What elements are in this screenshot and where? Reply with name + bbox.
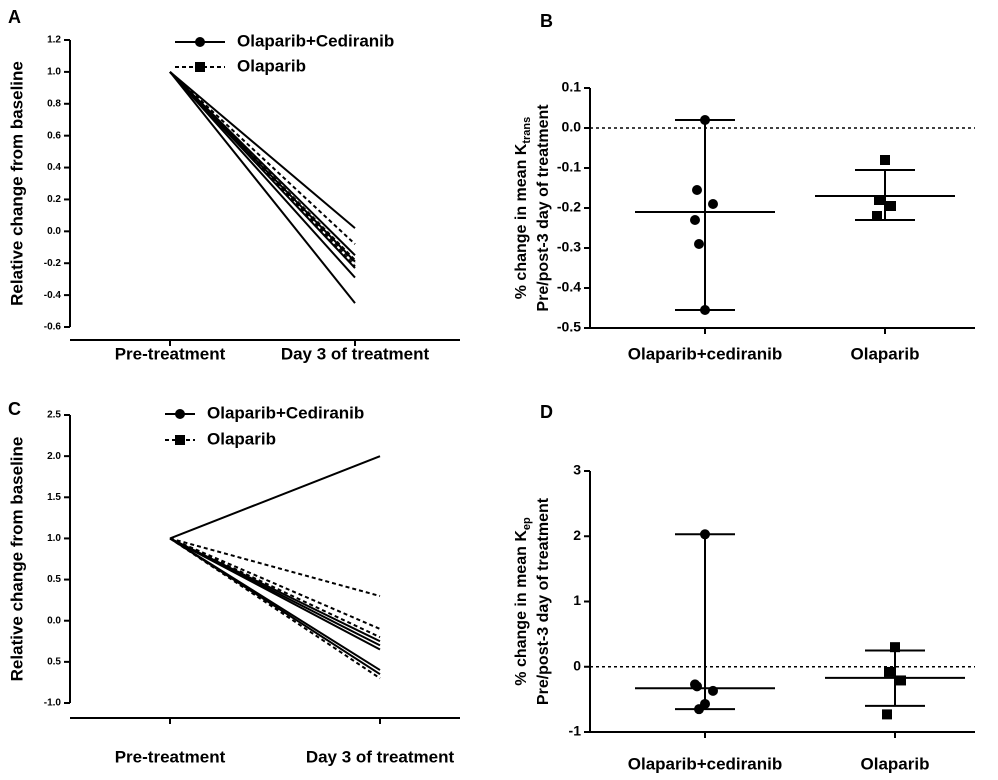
circle-marker [694, 239, 704, 249]
trend-line [169, 71, 356, 245]
square-marker [874, 195, 884, 205]
legend-label: Olaparib+Cediranib [237, 31, 394, 50]
square-marker [886, 201, 896, 211]
y-tick-label: -0.4 [44, 290, 62, 301]
y-tick-label: 1.0 [47, 533, 61, 544]
legend-label: Olaparib [207, 429, 276, 448]
circle-marker [690, 215, 700, 225]
circle-marker [195, 37, 205, 47]
y-axis-label-main: % change in mean K [513, 143, 530, 299]
trend-line [169, 537, 381, 680]
y-tick-label: -0.2 [557, 199, 581, 215]
y-tick-label: -0.3 [557, 239, 581, 255]
y-tick-label: 2 [573, 527, 581, 543]
panel-letter: C [8, 399, 21, 419]
y-tick-label: 1.2 [47, 35, 61, 46]
y-tick-label: 1.5 [47, 492, 61, 503]
circle-marker [708, 199, 718, 209]
y-tick-label: 2.0 [47, 451, 61, 462]
y-tick-label: 0.6 [47, 130, 61, 141]
y-tick-label: 0.5 [47, 574, 61, 585]
y-axis-label-sub: ep [521, 517, 533, 530]
panel-letter: B [540, 11, 553, 31]
trend-line [169, 537, 381, 651]
y-tick-label: -1 [569, 723, 582, 739]
x-tick-label: Olaparib [851, 344, 920, 363]
y-axis-label: % change in mean Ktrans [513, 117, 533, 300]
y-axis-label: Relative change from baseline [7, 437, 26, 682]
y-tick-label: -0.6 [44, 322, 62, 333]
y-tick-label: 0.4 [47, 162, 61, 173]
y-tick-label: -0.5 [557, 319, 581, 335]
y-axis-label: % change in mean Kep [513, 517, 533, 686]
x-tick-label: Olaparib+cediranib [628, 344, 782, 363]
y-tick-label: 0.0 [562, 119, 582, 135]
legend-label: Olaparib [237, 56, 306, 75]
y-tick-label: -0.4 [557, 279, 581, 295]
x-tick-label: Olaparib [861, 754, 930, 773]
square-marker [175, 435, 185, 445]
y-tick-label: -0.2 [44, 258, 62, 269]
y-tick-label: 0 [573, 657, 581, 673]
y-axis-label-sub: trans [521, 117, 533, 144]
y-tick-label: 1.0 [47, 67, 61, 78]
square-marker [896, 675, 906, 686]
circle-marker [690, 679, 700, 690]
y-tick-label: 0.8 [47, 98, 61, 109]
x-tick-label: Olaparib+cediranib [628, 754, 782, 773]
circle-marker [175, 409, 185, 419]
circle-marker [692, 185, 702, 195]
circle-marker [700, 115, 710, 125]
trend-line [169, 455, 381, 540]
panel-letter: D [540, 402, 553, 422]
x-tick-label: Pre-treatment [115, 344, 226, 363]
y-axis-label-line2: Pre/post-3 day of treatment [535, 104, 552, 312]
trend-line [169, 71, 356, 268]
trend-line [169, 71, 356, 229]
square-marker [890, 642, 900, 653]
panel-letter: A [8, 7, 21, 27]
y-axis-label: Relative change from baseline [7, 61, 26, 306]
y-tick-label: 0.0 [47, 226, 61, 237]
square-marker [872, 211, 882, 221]
circle-marker [700, 698, 710, 709]
x-tick-label: Pre-treatment [115, 747, 226, 766]
y-tick-label: 0.0 [47, 615, 61, 626]
x-tick-label: Day 3 of treatment [306, 747, 455, 766]
square-marker [880, 155, 890, 165]
y-tick-label: 0.5 [47, 656, 61, 667]
y-tick-label: 0.1 [562, 79, 582, 95]
legend-label: Olaparib+Cediranib [207, 403, 364, 422]
square-marker [195, 62, 205, 72]
y-axis-label-line2: Pre/post-3 day of treatment [535, 497, 552, 705]
square-marker [884, 666, 894, 677]
circle-marker [708, 685, 718, 696]
y-tick-label: -1.0 [44, 698, 62, 709]
y-axis-label-main: % change in mean K [513, 530, 530, 686]
trend-line [169, 71, 356, 279]
circle-marker [700, 529, 710, 540]
trend-line [169, 71, 356, 304]
y-tick-label: 0.2 [47, 194, 61, 205]
y-tick-label: -0.1 [557, 159, 581, 175]
trend-line [169, 537, 381, 639]
circle-marker [700, 305, 710, 315]
y-tick-label: 3 [573, 462, 581, 478]
x-tick-label: Day 3 of treatment [281, 344, 430, 363]
trend-line [169, 537, 381, 630]
trend-line [169, 537, 381, 597]
y-tick-label: 2.5 [47, 410, 61, 421]
y-tick-label: 1 [573, 592, 581, 608]
trend-line [169, 537, 381, 676]
square-marker [882, 709, 892, 720]
